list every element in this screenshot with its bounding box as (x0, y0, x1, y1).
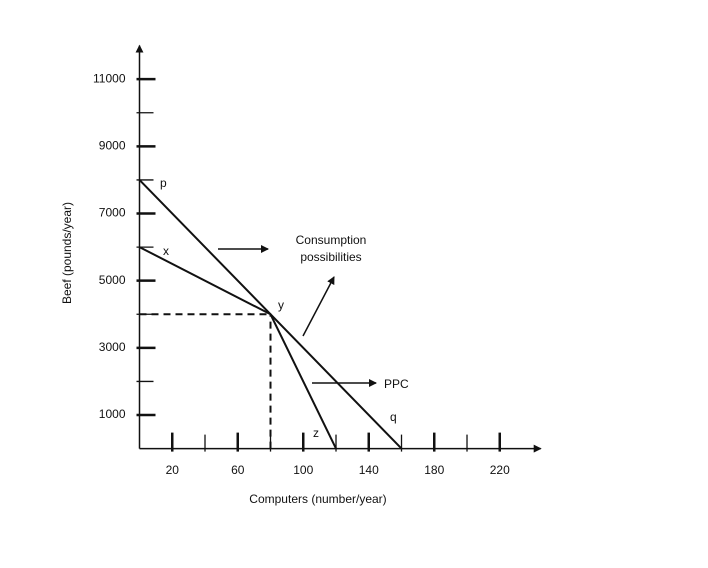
y-tick-label: 1000 (99, 407, 126, 421)
y-tick-label: 5000 (99, 273, 126, 287)
y-axis-title: Beef (pounds/year) (60, 202, 74, 304)
x-tick-label: 140 (359, 463, 379, 477)
x-tick-label: 220 (490, 463, 510, 477)
annotation: PPC (384, 377, 409, 391)
annotation-arrow (302, 276, 335, 337)
point-label: y (278, 298, 284, 312)
annotation: possibilities (300, 250, 361, 264)
line (139, 246, 337, 450)
y-tick-label: 7000 (99, 206, 126, 220)
point-label: x (163, 244, 169, 258)
x-tick-label: 180 (424, 463, 444, 477)
point-label: p (160, 176, 167, 190)
y-tick-label: 3000 (99, 340, 126, 354)
annotation: Consumption (296, 233, 367, 247)
x-tick-label: 100 (293, 463, 313, 477)
x-tick-label: 20 (166, 463, 180, 477)
point-label: z (313, 426, 319, 440)
x-axis-title: Computers (number/year) (249, 492, 386, 506)
point-label: q (390, 410, 397, 424)
x-tick-label: 60 (231, 463, 245, 477)
y-tick-label: 11000 (93, 71, 126, 85)
y-tick-label: 9000 (99, 139, 126, 153)
